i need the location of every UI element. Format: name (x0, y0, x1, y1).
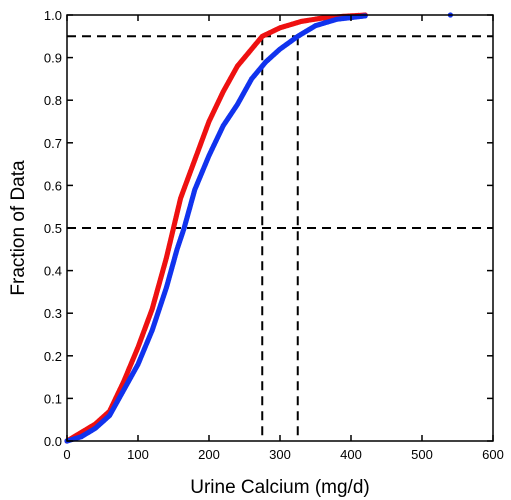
y-tick-label: 0.9 (44, 51, 62, 66)
y-tick-label: 0.5 (44, 221, 62, 236)
y-axis-label: Fraction of Data (8, 160, 29, 296)
series-red (64, 12, 368, 444)
x-tick-label: 400 (340, 447, 362, 462)
x-axis-label: Urine Calcium (mg/d) (190, 477, 369, 498)
y-tick-label: 1.0 (44, 8, 62, 23)
x-tick-label: 600 (482, 447, 504, 462)
x-tick-label: 0 (63, 447, 70, 462)
y-tick-label: 0.7 (44, 136, 62, 151)
series-blue (64, 12, 453, 444)
y-tick-label: 0.1 (44, 391, 62, 406)
x-tick-label: 100 (127, 447, 149, 462)
y-tick-label: 0.4 (44, 264, 62, 279)
ticks-layer: 0 100 200 300 400 500 600 0.0 0.1 0.2 0.3 0.4 0.5 0.6… (44, 8, 504, 462)
reference-lines (67, 35, 493, 441)
data-point (362, 13, 368, 19)
x-tick-label: 500 (411, 447, 433, 462)
x-tick-label: 200 (198, 447, 220, 462)
y-tick-label: 0.8 (44, 93, 62, 108)
y-tick-label: 0.6 (44, 178, 62, 193)
y-tick-label: 0.2 (44, 349, 62, 364)
series-layer (64, 12, 453, 444)
y-tick-label: 0.3 (44, 306, 62, 321)
y-tick-label: 0.0 (44, 434, 62, 449)
x-tick-label: 300 (269, 447, 291, 462)
